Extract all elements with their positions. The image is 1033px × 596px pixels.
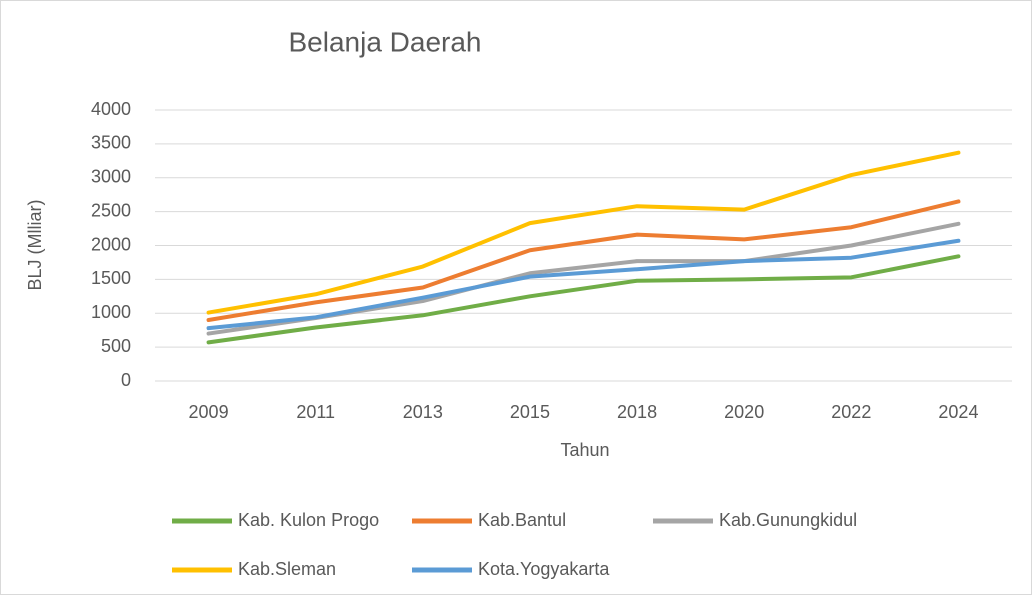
legend-label: Kota.Yogyakarta — [478, 559, 610, 579]
x-axis-label: Tahun — [560, 440, 609, 460]
y-axis-label: BLJ (Mlliar) — [25, 199, 45, 290]
series-line — [206, 199, 961, 323]
x-tick-label: 2015 — [510, 402, 550, 422]
legend-label: Kab.Bantul — [478, 510, 566, 530]
x-tick-label: 2013 — [403, 402, 443, 422]
y-tick-label: 2000 — [91, 234, 131, 254]
chart-title: Belanja Daerah — [288, 26, 481, 57]
y-tick-label: 3000 — [91, 167, 131, 187]
y-tick-label: 0 — [121, 370, 131, 390]
x-tick-label: 2024 — [938, 402, 978, 422]
y-tick-label: 2500 — [91, 200, 131, 220]
legend-label: Kab.Sleman — [238, 559, 336, 579]
x-tick-label: 2022 — [831, 402, 871, 422]
series-line — [206, 150, 961, 315]
y-tick-label: 3500 — [91, 133, 131, 153]
y-tick-label: 1500 — [91, 268, 131, 288]
x-tick-label: 2011 — [296, 402, 335, 422]
y-tick-label: 4000 — [91, 99, 131, 119]
legend-label: Kab. Kulon Progo — [238, 510, 379, 530]
series-line — [206, 238, 961, 331]
legend-label: Kab.Gunungkidul — [719, 510, 857, 530]
y-tick-label: 500 — [101, 336, 131, 356]
y-tick-label: 1000 — [91, 302, 131, 322]
x-tick-label: 2009 — [189, 402, 229, 422]
series-line — [206, 254, 961, 345]
x-tick-label: 2018 — [617, 402, 657, 422]
x-tick-label: 2020 — [724, 402, 764, 422]
